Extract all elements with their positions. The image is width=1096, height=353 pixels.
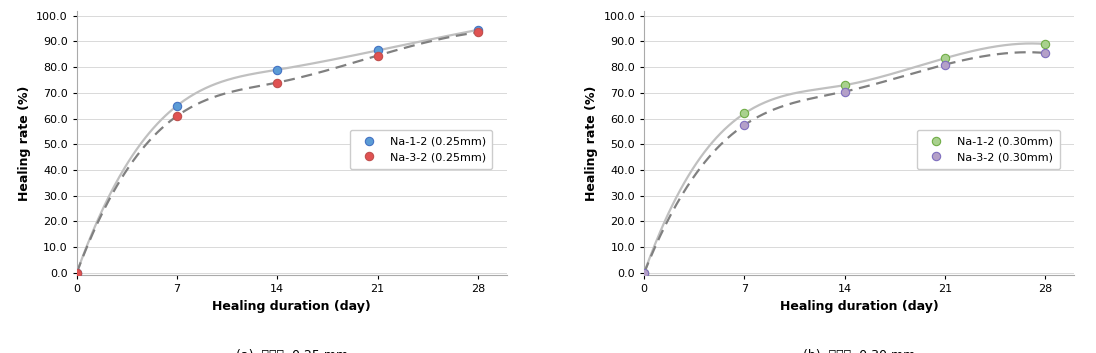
Na-3-2 (0.25mm) xyxy=(171,114,184,118)
Na-3-2 (0.25mm) xyxy=(271,80,284,85)
Y-axis label: Healing rate (%): Healing rate (%) xyxy=(585,85,598,201)
Na-3-2 (0.30mm) xyxy=(838,89,852,94)
Na-3-2 (0.30mm) xyxy=(738,123,751,127)
Na-3-2 (0.25mm) xyxy=(70,271,83,275)
Na-1-2 (0.30mm) xyxy=(1039,42,1052,46)
Na-3-2 (0.30mm) xyxy=(938,62,951,67)
Na-3-2 (0.30mm) xyxy=(638,271,651,275)
Legend: Na-1-2 (0.25mm), Na-3-2 (0.25mm): Na-1-2 (0.25mm), Na-3-2 (0.25mm) xyxy=(350,130,492,169)
Na-1-2 (0.30mm) xyxy=(838,83,852,87)
Na-1-2 (0.30mm) xyxy=(938,56,951,60)
X-axis label: Healing duration (day): Healing duration (day) xyxy=(213,300,372,313)
X-axis label: Healing duration (day): Healing duration (day) xyxy=(779,300,938,313)
Na-1-2 (0.30mm) xyxy=(638,271,651,275)
Na-1-2 (0.25mm) xyxy=(171,103,184,108)
Text: (b)  규열폭  0.30 mm: (b) 규열폭 0.30 mm xyxy=(803,349,915,353)
Line: Na-1-2 (0.25mm): Na-1-2 (0.25mm) xyxy=(72,26,482,277)
Na-1-2 (0.25mm) xyxy=(372,48,385,53)
Na-3-2 (0.30mm) xyxy=(1039,51,1052,55)
Na-1-2 (0.25mm) xyxy=(471,28,484,32)
Line: Na-3-2 (0.25mm): Na-3-2 (0.25mm) xyxy=(72,28,482,277)
Na-3-2 (0.25mm) xyxy=(471,30,484,35)
Na-3-2 (0.25mm) xyxy=(372,53,385,58)
Line: Na-1-2 (0.30mm): Na-1-2 (0.30mm) xyxy=(640,40,1050,277)
Y-axis label: Healing rate (%): Healing rate (%) xyxy=(18,85,31,201)
Legend: Na-1-2 (0.30mm), Na-3-2 (0.30mm): Na-1-2 (0.30mm), Na-3-2 (0.30mm) xyxy=(917,130,1060,169)
Text: (a)  규열폭  0.25 mm: (a) 규열폭 0.25 mm xyxy=(236,349,347,353)
Na-1-2 (0.25mm) xyxy=(271,67,284,72)
Line: Na-3-2 (0.30mm): Na-3-2 (0.30mm) xyxy=(640,49,1050,277)
Na-1-2 (0.30mm) xyxy=(738,111,751,115)
Na-1-2 (0.25mm) xyxy=(70,271,83,275)
